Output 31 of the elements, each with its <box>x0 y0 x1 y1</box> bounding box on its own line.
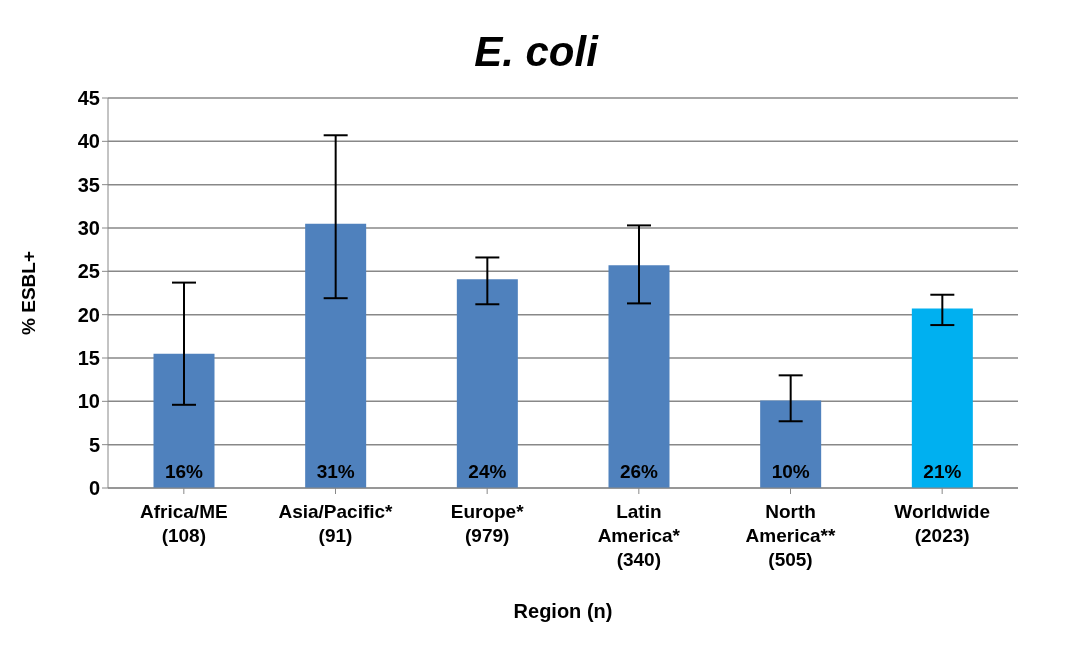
x-tick-label: Europe* (979) <box>450 501 525 546</box>
data-label: 24% <box>468 461 507 482</box>
y-tick-label: 45 <box>77 87 100 110</box>
y-axis-title: % ESBL+ <box>17 251 39 335</box>
data-label: 21% <box>923 461 962 482</box>
x-tick-label: Latin America* (340) <box>597 501 681 570</box>
x-axis-title: Region (n) <box>513 600 613 622</box>
bar <box>911 308 973 488</box>
bar <box>456 279 518 488</box>
data-label: 26% <box>619 461 659 482</box>
bar <box>153 353 215 488</box>
bar <box>305 223 367 488</box>
y-tick-label: 40 <box>77 130 100 153</box>
y-tick-label: 10 <box>77 390 100 413</box>
bar <box>760 400 822 488</box>
x-tick-label: Africa/ME (108) <box>140 501 228 546</box>
x-tick-label: Worldwide (2023) <box>894 501 991 546</box>
x-tick-label: Asia/Pacific* (91) <box>278 501 394 546</box>
y-tick-label: 35 <box>77 173 100 196</box>
y-tick-label: 20 <box>77 303 100 326</box>
y-tick-label: 0 <box>88 477 100 500</box>
y-tick-label: 15 <box>77 347 100 370</box>
y-tick-label: 30 <box>77 217 100 240</box>
data-label: 31% <box>316 461 355 482</box>
y-tick-label: 5 <box>88 433 100 456</box>
data-label: 10% <box>771 461 810 482</box>
x-tick-label: North America** (505) <box>745 501 836 570</box>
bar <box>608 265 670 488</box>
data-label: 16% <box>164 461 204 482</box>
chart-title: E. coli <box>473 27 600 77</box>
y-tick-label: 25 <box>77 260 100 283</box>
